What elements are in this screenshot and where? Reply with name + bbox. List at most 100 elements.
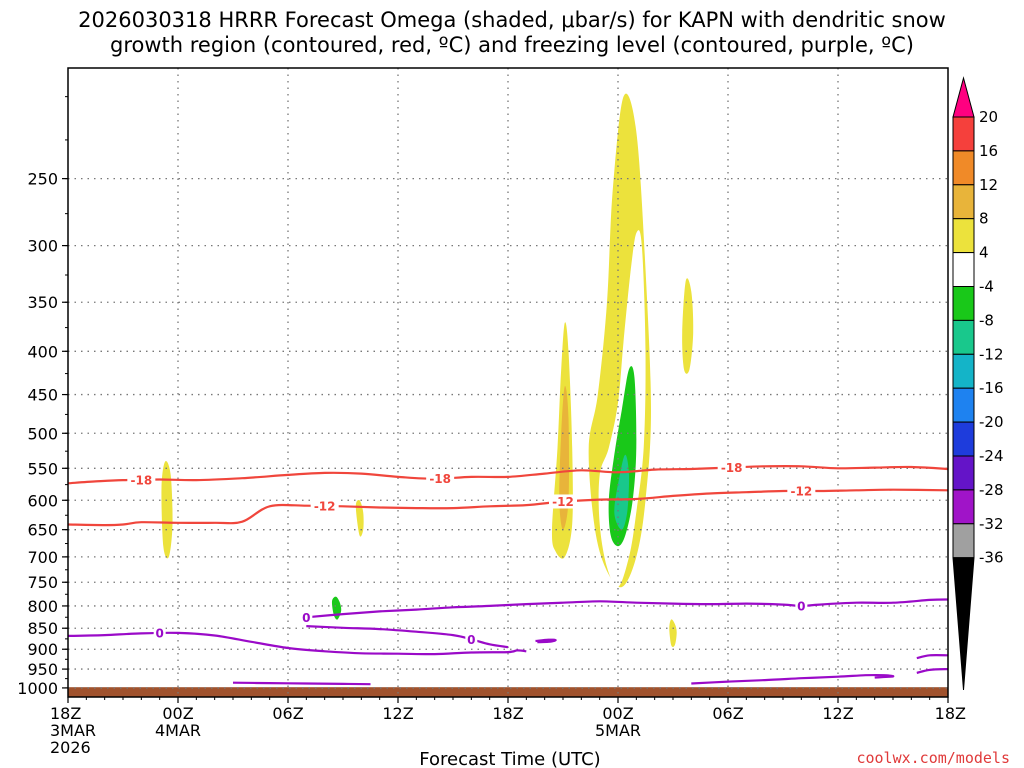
dgz-label-bg-2	[426, 471, 455, 486]
omega-region-11	[161, 461, 173, 559]
y-tick-label-7: 600	[27, 491, 58, 510]
x-tick-label-1-0: 00Z	[162, 704, 193, 723]
colorbar-segment-1	[952, 116, 975, 152]
colorbar-label-2: 12	[979, 176, 998, 194]
x-tick-label-5-1: 5MAR	[595, 721, 641, 740]
omega-region-1	[507, 330, 543, 588]
colorbar-segment-9	[952, 387, 975, 423]
x-tick-label-8-0: 18Z	[935, 704, 966, 723]
colorbar-segment-10	[952, 421, 975, 457]
colorbar-label-7: -12	[979, 345, 1004, 363]
omega-region-37	[551, 661, 558, 678]
x-tick-label-3-0: 12Z	[382, 704, 413, 723]
omega-region-4	[559, 386, 570, 530]
y-tick-label-10: 750	[27, 573, 58, 592]
x-tick-label-5-0: 00Z	[602, 704, 633, 723]
omega-region-15	[346, 368, 376, 590]
dgz-contour-0	[68, 464, 948, 485]
omega-region-6	[682, 278, 694, 374]
omega-region-28	[921, 359, 931, 449]
colorbar-top-arrow	[952, 76, 975, 118]
chart-title-line-1: 2026030318 HRRR Forecast Omega (shaded, …	[78, 8, 946, 32]
omega-region-42	[885, 185, 893, 277]
dgz-label-bg-1	[310, 499, 339, 514]
colorbar-label-5: -4	[979, 278, 994, 296]
colorbar-label-13: -36	[979, 549, 1004, 567]
colorbar-bottom-arrow	[952, 557, 975, 691]
omega-region-17	[330, 257, 340, 361]
x-tick-label-0-2: 2026	[50, 738, 91, 757]
x-axis-label: Forecast Time (UTC)	[419, 749, 600, 768]
omega-region-40	[848, 605, 859, 637]
dgz-label-bg-0	[127, 472, 156, 487]
plot-area: 0 0 0 0 -18 -12 -18 -18 -12 -12	[68, 68, 948, 697]
omega-region-24	[934, 577, 945, 612]
x-tick-label-1-1: 4MAR	[155, 721, 201, 740]
omega-region-26	[786, 245, 797, 333]
dgz-label-3: -18	[721, 461, 743, 475]
freezing-level-contour-6	[691, 673, 895, 685]
omega-region-23	[903, 512, 918, 589]
freezing-level-contour-7	[916, 653, 948, 660]
freezing-level-contour-8	[916, 668, 948, 674]
omega-region-27	[907, 322, 916, 448]
colorbar-segment-12	[952, 489, 975, 525]
omega-region-41	[879, 68, 912, 246]
freezing-level-label-bg-3	[795, 598, 808, 613]
freezing-level-contour-1	[306, 598, 948, 619]
omega-region-22	[883, 535, 898, 607]
dgz-label-2: -18	[429, 472, 451, 486]
y-tick-label-3: 400	[27, 342, 58, 361]
y-tick-label-15: 1000	[17, 679, 58, 698]
x-tick-label-6-0: 06Z	[712, 704, 743, 723]
y-tick-label-13: 900	[27, 640, 58, 659]
omega-region-9	[669, 619, 677, 647]
omega-region-7	[652, 113, 664, 293]
x-tick-label-0-1: 3MAR	[50, 721, 96, 740]
freezing-level-label-0: 0	[155, 627, 163, 641]
y-tick-label-9: 700	[27, 548, 58, 567]
omega-region-33	[113, 279, 126, 450]
colorbar-segment-5	[952, 252, 975, 288]
freezing-level-label-bg-1	[300, 610, 313, 625]
x-tick-label-2-0: 06Z	[272, 704, 303, 723]
colorbar-segment-3	[952, 184, 975, 220]
omega-region-38	[713, 359, 721, 443]
colorbar-label-12: -32	[979, 515, 1004, 533]
omega-region-39	[797, 245, 811, 344]
omega-region-18	[396, 369, 418, 536]
dgz-label-bg-3	[717, 460, 746, 475]
colorbar-segment-2	[952, 150, 975, 186]
freezing-level-contour-4	[535, 638, 557, 644]
y-tick-label-0: 250	[27, 170, 58, 189]
freezing-level-label-3: 0	[797, 599, 805, 613]
omega-region-29	[716, 641, 725, 659]
dgz-label-bg-4	[549, 494, 577, 509]
colorbar-segment-8	[952, 353, 975, 389]
freezing-level-label-bg-0	[153, 626, 166, 641]
dgz-label-bg-5	[787, 483, 816, 498]
plot-inner: 0 0 0 0 -18 -12 -18 -18 -12 -12	[68, 68, 948, 697]
y-tick-label-1: 300	[27, 237, 58, 256]
y-tick-label-2: 350	[27, 293, 58, 312]
colorbar-label-9: -20	[979, 413, 1004, 431]
dgz-label-0: -18	[130, 473, 152, 487]
x-tick-label-4-0: 18Z	[492, 704, 523, 723]
colorbar-segment-13	[952, 523, 975, 559]
colorbar-label-4: 4	[979, 244, 989, 262]
y-tick-label-6: 550	[27, 459, 58, 478]
colorbar-segment-6	[952, 286, 975, 321]
dgz-label-1: -12	[314, 500, 336, 514]
x-tick-label-0-0: 18Z	[50, 704, 81, 723]
x-tick-label-7-0: 12Z	[822, 704, 853, 723]
colorbar-label-3: 8	[979, 210, 989, 228]
colorbar-label-1: 16	[979, 142, 998, 160]
y-tick-label-14: 950	[27, 660, 58, 679]
colorbar-segment-7	[952, 319, 975, 355]
axes: 250 300 350 400 450 500 550 600 650 700 750 800 850 9…	[17, 67, 966, 757]
omega-region-19	[390, 534, 400, 588]
colorbar-label-11: -28	[979, 481, 1004, 499]
omega-region-16	[355, 499, 364, 537]
chart-title: 2026030318 HRRR Forecast Omega (shaded, …	[78, 8, 946, 57]
